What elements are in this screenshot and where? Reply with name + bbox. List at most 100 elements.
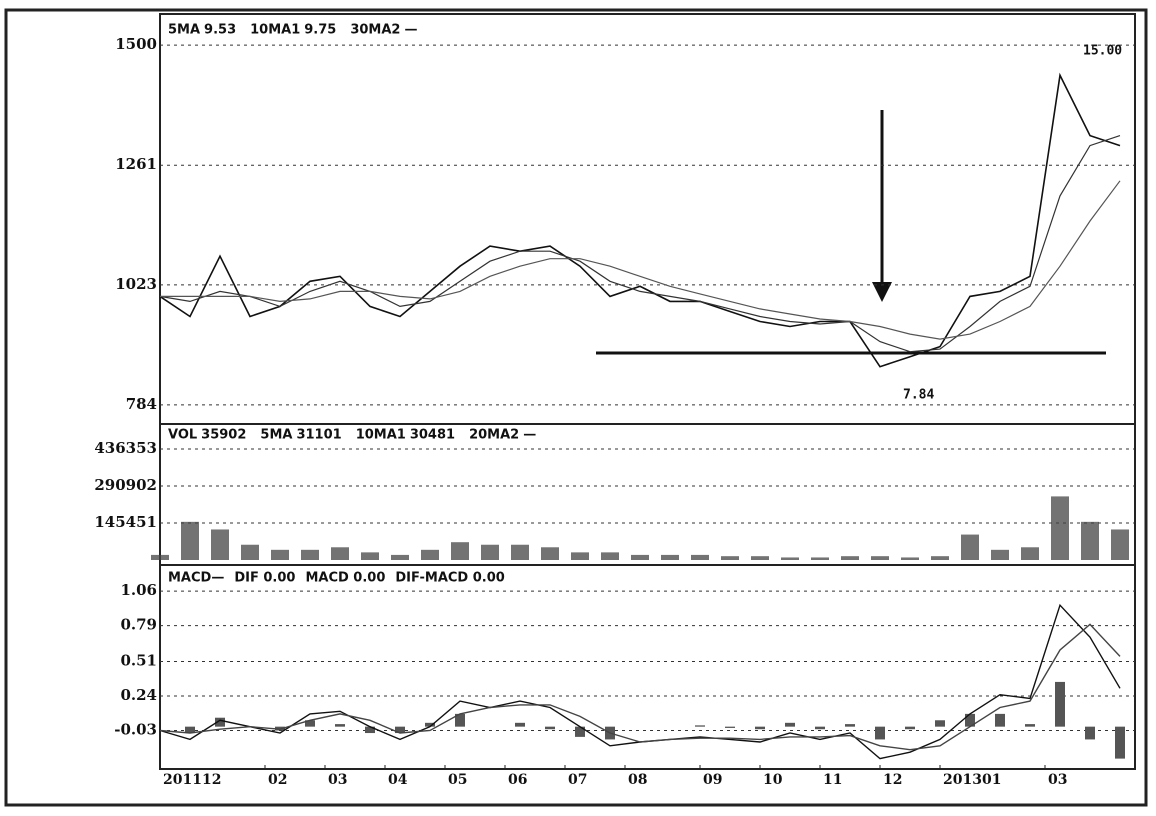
- macd-bar: [305, 720, 315, 727]
- macd-bar: [545, 726, 555, 730]
- macd-bar: [575, 726, 585, 737]
- macd-bar: [365, 726, 375, 734]
- volume-bar: [301, 549, 319, 560]
- volume-bar: [961, 534, 979, 560]
- volume-bar: [421, 549, 439, 560]
- volume-bar: [181, 521, 199, 560]
- y-tick-label: 1023: [115, 275, 157, 293]
- volume-bar: [1081, 521, 1099, 560]
- volume-bar: [1111, 529, 1129, 560]
- volume-bar: [661, 554, 679, 560]
- volume-bar: [211, 529, 229, 560]
- volume-bar: [721, 556, 739, 560]
- volume-bar: [241, 544, 259, 560]
- volume-bar: [601, 552, 619, 560]
- header-text: 20MA2: [469, 428, 519, 443]
- x-tick-label: 10: [763, 772, 783, 788]
- volume-bar: [931, 556, 949, 560]
- macd-bar: [905, 726, 915, 730]
- header-text: MACD 0.00: [305, 571, 385, 586]
- x-tick-label: 07: [568, 772, 587, 788]
- x-tick-label: 03: [328, 772, 347, 788]
- macd-bar: [755, 726, 765, 730]
- volume-bar: [571, 552, 589, 560]
- y-tick-label: 784: [126, 395, 157, 413]
- header-text: —: [523, 428, 536, 443]
- header-text: 10MA1: [250, 23, 300, 38]
- volume-bar: [1021, 547, 1039, 560]
- x-tick-label: 09: [703, 772, 722, 788]
- x-tick-label: 04: [388, 772, 408, 788]
- macd-bar: [995, 713, 1005, 727]
- header-text: —: [404, 23, 417, 38]
- volume-bar: [751, 556, 769, 560]
- volume-bar: [541, 547, 559, 560]
- annotation: 15.00: [1083, 44, 1122, 59]
- header-text: 9.53: [204, 23, 236, 38]
- y-tick-label: 290902: [94, 476, 157, 494]
- x-tick-label: 03: [1048, 772, 1067, 788]
- macd-bar: [1085, 726, 1095, 740]
- volume-bar: [451, 542, 469, 560]
- macd-bar: [815, 726, 825, 730]
- header-text: 35902: [201, 428, 246, 443]
- volume-bar: [1051, 496, 1069, 560]
- volume-bar: [781, 557, 799, 560]
- macd-bar: [335, 724, 345, 727]
- macd-bar: [1055, 681, 1065, 727]
- header-text: 5MA: [168, 23, 200, 38]
- annotation: 7.84: [903, 387, 934, 402]
- y-tick-label: 145451: [94, 513, 157, 531]
- volume-bar: [481, 544, 499, 560]
- volume-bar: [511, 544, 529, 560]
- header-text: MACD—: [168, 571, 224, 586]
- series-line: [160, 180, 1121, 340]
- header-text: 10MA1: [356, 428, 406, 443]
- series-line: [159, 72, 1121, 368]
- header-text: 9.75: [304, 23, 336, 38]
- series-line: [159, 135, 1121, 353]
- macd-bar: [455, 713, 465, 727]
- header-text: VOL: [168, 428, 197, 443]
- y-tick-label: -0.03: [114, 720, 157, 738]
- macd-bar: [695, 725, 705, 727]
- x-tick-label: 08: [628, 772, 647, 788]
- x-tick-label: 201301: [943, 772, 1001, 788]
- x-tick-label: 201112: [163, 772, 221, 788]
- macd-bar: [395, 726, 405, 734]
- macd-bar: [1025, 724, 1035, 727]
- macd-bar: [425, 722, 435, 727]
- volume-bar: [811, 557, 829, 560]
- volume-bar: [361, 552, 379, 560]
- macd-bar: [1115, 726, 1125, 759]
- x-tick-label: 12: [883, 772, 902, 788]
- series-line: [159, 603, 1121, 760]
- macd-bar: [965, 713, 975, 727]
- macd-bar: [515, 722, 525, 727]
- volume-bar: [991, 549, 1009, 560]
- header-text: DIF-MACD 0.00: [395, 571, 504, 586]
- x-tick-label: 05: [448, 772, 467, 788]
- x-tick-label: 11: [823, 772, 842, 788]
- volume-bar: [631, 554, 649, 560]
- volume-bar: [271, 549, 289, 560]
- arrow-head: [872, 282, 892, 302]
- y-tick-label: 0.51: [120, 651, 157, 669]
- x-tick-label: 02: [268, 772, 287, 788]
- volume-bar: [391, 554, 409, 560]
- macd-bar: [725, 726, 735, 728]
- x-tick-label: 06: [508, 772, 527, 788]
- header-text: 30MA2: [350, 23, 400, 38]
- header-text: 5MA: [260, 428, 292, 443]
- outer-frame: [4, 8, 1148, 807]
- header-text: 30481: [410, 428, 455, 443]
- volume-bar: [901, 557, 919, 560]
- y-tick-label: 0.24: [120, 686, 157, 704]
- volume-bar: [151, 554, 169, 560]
- plot-frame: [159, 13, 1136, 770]
- header-text: DIF 0.00: [234, 571, 295, 586]
- volume-bar: [871, 556, 889, 560]
- y-tick-label: 0.79: [120, 616, 157, 634]
- header-text: 31101: [296, 428, 341, 443]
